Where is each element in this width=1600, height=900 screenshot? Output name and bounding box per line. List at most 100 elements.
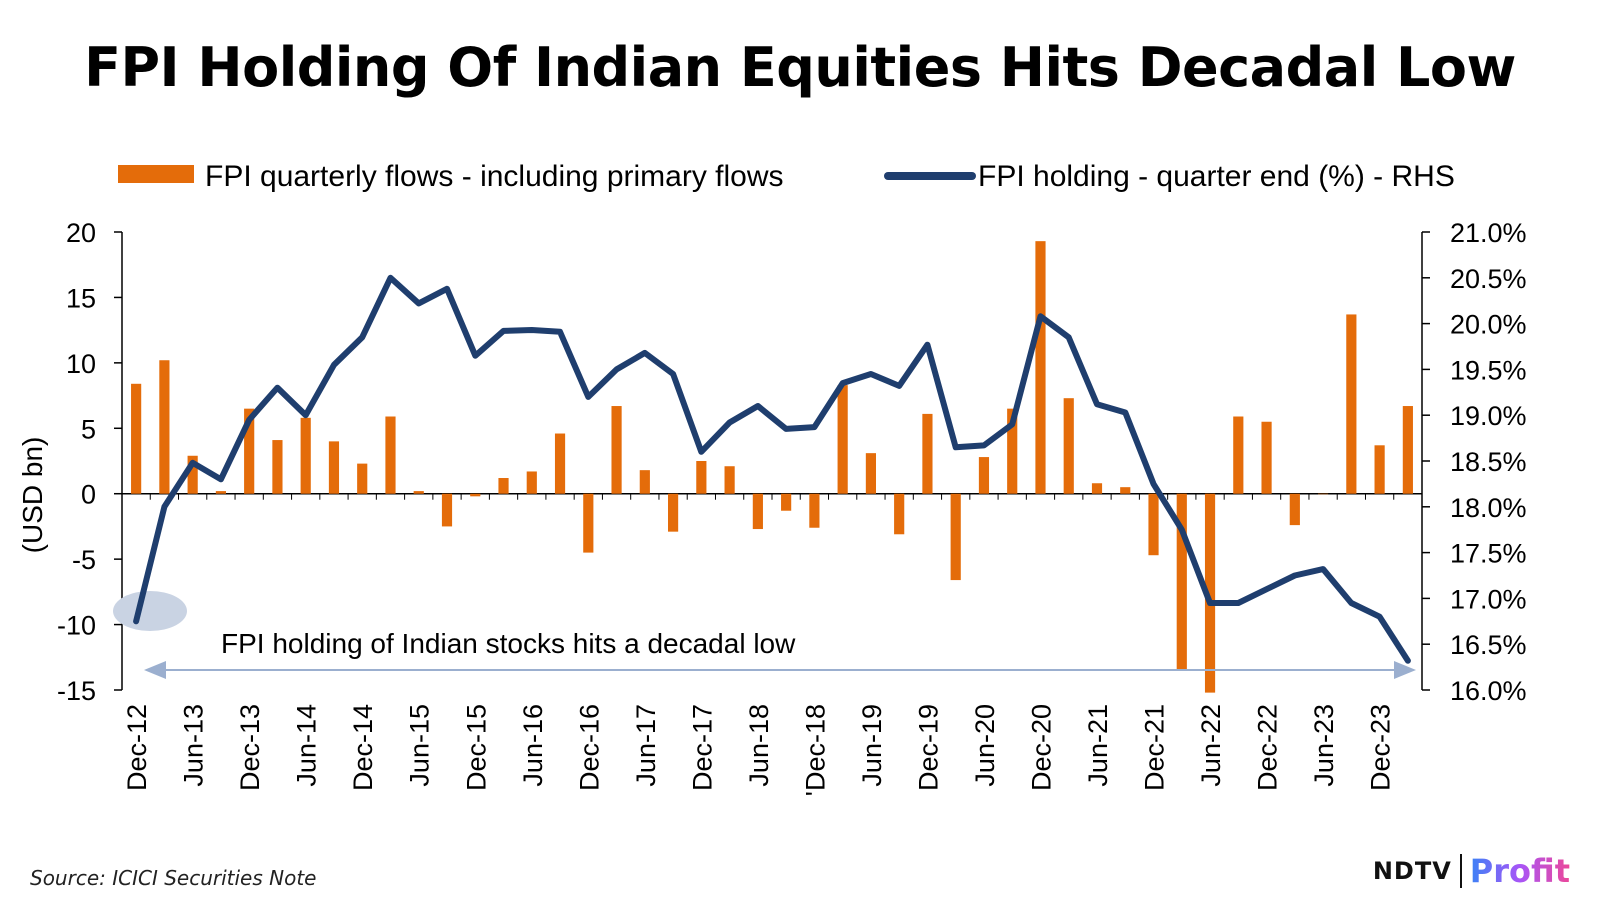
y-left-tick-label: 5 xyxy=(81,414,96,444)
y-right-tick-label: 19.5% xyxy=(1450,355,1527,385)
legend-line-label: FPI holding - quarter end (%) - RHS xyxy=(978,160,1455,193)
flow-bar xyxy=(1374,445,1385,494)
flow-bar xyxy=(696,461,707,494)
start-highlight xyxy=(113,591,187,631)
flow-bar xyxy=(357,463,368,494)
x-tick-label: Jun-16 xyxy=(518,704,548,787)
flow-bar xyxy=(1233,416,1244,494)
x-tick-label: Jun-15 xyxy=(405,704,435,787)
annotation: FPI holding of Indian stocks hits a deca… xyxy=(144,623,1416,679)
y-right-tick-label: 19.0% xyxy=(1450,401,1527,431)
profit-logo-text: Profit xyxy=(1469,852,1570,890)
x-tick-label: Dec-19 xyxy=(913,704,943,791)
flow-bar xyxy=(1318,493,1329,495)
flow-bar xyxy=(611,406,622,494)
flow-bar xyxy=(470,493,481,497)
annotation-bg xyxy=(212,623,892,661)
flow-bar xyxy=(668,493,679,532)
flow-bar xyxy=(131,383,142,494)
flow-bar xyxy=(1176,493,1187,670)
x-tick-label: Jun-19 xyxy=(857,704,887,787)
x-tick-label: Jun-22 xyxy=(1196,704,1226,787)
flow-bar xyxy=(300,417,311,494)
flow-bar xyxy=(526,471,537,494)
ndtv-logo-text: NDTV xyxy=(1372,857,1452,885)
flow-bar xyxy=(809,493,820,528)
x-tick-label: Jun-14 xyxy=(292,704,322,787)
flow-bar xyxy=(639,470,650,494)
chart-legend: FPI quarterly flows - including primary … xyxy=(118,160,1455,193)
y-right-tick-label: 18.0% xyxy=(1450,493,1527,523)
x-tick-label: Dec-17 xyxy=(687,704,717,791)
axes xyxy=(121,232,1423,690)
y-left-tick-label: -5 xyxy=(72,545,96,575)
flow-bar xyxy=(865,453,876,494)
y-left-tick-label: -15 xyxy=(57,676,96,706)
flow-bar xyxy=(1261,421,1272,494)
arrow-head-right xyxy=(1394,661,1416,679)
y-left-tick-label: -10 xyxy=(57,611,96,641)
x-tick-label: 'Dec-18 xyxy=(800,704,830,796)
flow-bar xyxy=(1204,493,1216,693)
y-right-tick-label: 17.0% xyxy=(1450,584,1527,614)
flow-bar xyxy=(583,493,594,553)
x-tick-label: Dec-22 xyxy=(1253,704,1283,791)
flow-bar xyxy=(385,416,396,494)
legend-bar-label: FPI quarterly flows - including primary … xyxy=(205,160,784,193)
y-left-tick-label: 10 xyxy=(66,349,96,379)
flow-bar xyxy=(837,385,848,494)
flow-bar xyxy=(1120,487,1131,494)
y-right-tick-label: 17.5% xyxy=(1450,539,1527,569)
flow-bar xyxy=(922,413,933,494)
flow-bar xyxy=(1063,398,1074,494)
flow-bar xyxy=(272,440,283,494)
flow-bar xyxy=(441,493,453,527)
flow-bar xyxy=(1007,408,1018,494)
y-right-tick-label: 20.0% xyxy=(1450,310,1527,340)
y-left-tick-label: 0 xyxy=(81,480,96,510)
line-series xyxy=(133,274,1411,664)
arrow-head-left xyxy=(144,661,166,679)
flow-bar xyxy=(894,493,905,535)
y-right-tick-label: 16.5% xyxy=(1450,630,1527,660)
x-tick-label: Dec-13 xyxy=(235,704,265,791)
flow-bar xyxy=(978,457,990,494)
flow-bar xyxy=(724,466,735,494)
brand-logo: NDTV Profit xyxy=(1373,850,1570,890)
page-title: FPI Holding Of Indian Equities Hits Deca… xyxy=(84,36,1516,99)
flow-bar xyxy=(244,408,255,494)
flow-bar xyxy=(498,478,509,494)
right-tick-labels: 21.0% 20.5% 20.0% 19.5% 19.0% 18.5% 18.0% 17.5%… xyxy=(1422,218,1527,706)
logo-divider xyxy=(1459,854,1462,888)
flow-bar xyxy=(413,491,424,494)
y-right-tick-label: 16.0% xyxy=(1450,676,1527,706)
flow-bar xyxy=(187,455,198,494)
y-right-tick-label: 20.5% xyxy=(1450,264,1527,294)
bar-series xyxy=(131,241,1413,693)
flow-bar xyxy=(1091,483,1103,494)
x-tick-label: Dec-16 xyxy=(574,704,604,791)
flow-bar xyxy=(950,493,961,581)
flow-bar xyxy=(159,360,170,494)
x-tick-label: Jun-23 xyxy=(1309,704,1339,787)
x-tick-label: Jun-13 xyxy=(179,704,209,787)
flow-bar xyxy=(1346,314,1357,494)
x-tick-label: Jun-21 xyxy=(1083,704,1113,787)
source-note: Source: ICICI Securities Note xyxy=(30,866,317,890)
flow-bar xyxy=(554,433,566,494)
flow-bar xyxy=(1148,493,1159,556)
x-tick-label: Jun-18 xyxy=(744,704,774,787)
x-tick-label: Dec-23 xyxy=(1366,704,1396,791)
x-tick-label: Dec-12 xyxy=(122,704,152,791)
flow-bar xyxy=(752,493,763,530)
x-tick-label: Dec-14 xyxy=(348,704,378,791)
flow-bar xyxy=(215,491,226,494)
x-tick-label: Dec-20 xyxy=(1026,704,1056,791)
legend-bar-swatch xyxy=(118,165,194,183)
y-right-tick-label: 21.0% xyxy=(1450,218,1527,248)
x-tick-label: Dec-21 xyxy=(1140,704,1170,791)
left-tick-labels: 20 15 10 5 0 -5 -10 -15 xyxy=(57,218,122,706)
x-tick-label: Dec-15 xyxy=(461,704,491,791)
left-axis-title: (USD bn) xyxy=(17,437,48,554)
flow-bar xyxy=(1035,241,1046,494)
